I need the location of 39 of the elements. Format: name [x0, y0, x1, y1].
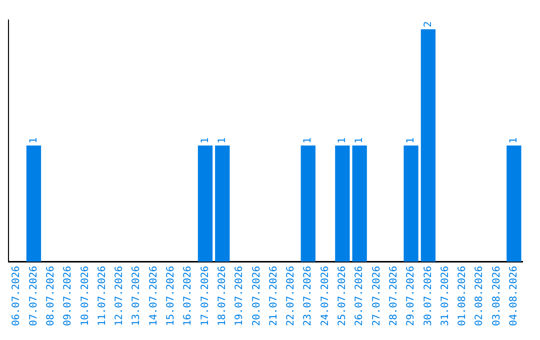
x-tick-label: 18.07.2026: [216, 266, 228, 326]
x-tick-label: 03.08.2026: [491, 266, 502, 326]
data-label: 1: [406, 138, 417, 144]
x-tick-label: 07.07.2026: [28, 266, 40, 326]
x-tick-label: 24.07.2026: [320, 266, 331, 326]
x-tick-label: 19.07.2026: [234, 266, 246, 326]
x-tick-label: 12.07.2026: [114, 266, 126, 326]
x-tick-label: 02.08.2026: [474, 266, 486, 326]
data-label: 1: [28, 138, 40, 144]
x-tick-label: 10.07.2026: [80, 266, 91, 326]
data-label: 1: [216, 138, 228, 144]
data-label: 1: [354, 138, 366, 144]
x-tick-label: 16.07.2026: [182, 266, 194, 326]
x-tick-label: 28.07.2026: [388, 266, 400, 326]
x-tick-label: 20.07.2026: [251, 266, 262, 326]
x-tick-label: 06.07.2026: [11, 266, 22, 326]
x-tick-label: 01.08.2026: [457, 266, 468, 326]
x-tick-label: 27.07.2026: [371, 266, 382, 326]
x-tick-label: 31.07.2026: [440, 266, 451, 326]
x-tick-label: 23.07.2026: [302, 266, 314, 326]
x-tick-label: 04.08.2026: [508, 266, 520, 326]
x-tick-label: 21.07.2026: [268, 266, 280, 326]
x-tick-label: 25.07.2026: [337, 266, 348, 326]
x-tick-label: 14.07.2026: [148, 266, 160, 326]
x-tick-label: 26.07.2026: [354, 266, 366, 326]
x-tick-label: 09.07.2026: [62, 266, 74, 326]
x-tick-label: 30.07.2026: [422, 266, 434, 326]
data-label: 1: [302, 138, 314, 144]
x-tick-label: 17.07.2026: [200, 266, 211, 326]
x-tick-label: 15.07.2026: [166, 266, 177, 326]
data-label: 1: [200, 138, 211, 144]
x-tick-label: 29.07.2026: [406, 266, 417, 326]
data-label: 1: [337, 138, 348, 144]
x-tick-label: 13.07.2026: [131, 266, 142, 326]
x-tick-label: 22.07.2026: [286, 266, 297, 326]
data-label: 2: [422, 21, 434, 28]
x-tick-label: 08.07.2026: [45, 266, 56, 326]
data-label: 1: [508, 138, 520, 144]
x-tick-label: 11.07.2026: [96, 266, 108, 326]
